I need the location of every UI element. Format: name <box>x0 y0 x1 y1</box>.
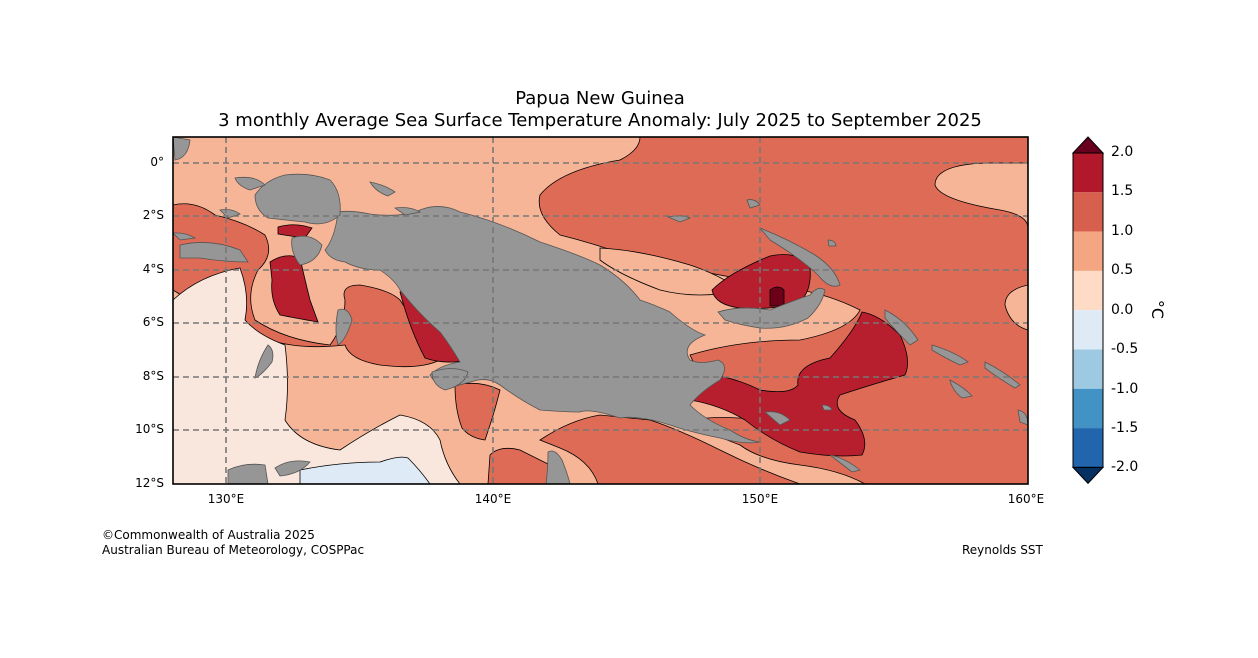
land-vogelkop <box>254 173 341 225</box>
land-misool <box>219 209 241 219</box>
colorbar-segment <box>1073 270 1103 311</box>
land-louisiade-2 <box>829 454 861 473</box>
colorbar-unit: °C <box>1148 299 1168 320</box>
lat-label-4s: 4°S <box>142 262 164 276</box>
anomaly-region-1.5-2.0-west <box>269 255 319 323</box>
land-halmahera <box>173 137 191 161</box>
lat-label-0: 0° <box>150 155 164 169</box>
land-solomons-2 <box>984 361 1021 389</box>
colorbar-label-1.0: 1.0 <box>1111 223 1134 239</box>
copyright-text: ©Commonwealth of Australia 2025 <box>102 528 315 542</box>
colorbar-segment <box>1073 428 1103 468</box>
lon-label-140e: 140°E <box>474 492 512 506</box>
land-masses <box>173 137 1028 484</box>
land-new-ireland <box>759 227 841 287</box>
land-bougainville <box>884 309 919 346</box>
land-solomons-1 <box>931 344 969 366</box>
anomaly-region-1.0-1.5-coral-south <box>539 414 801 484</box>
land-kai <box>254 344 274 379</box>
colorbar-label-neg1.0: -1.0 <box>1111 381 1139 397</box>
data-source-text: Reynolds SST <box>962 543 1043 557</box>
anomaly-region-neg-0.5-0.0 <box>299 456 431 484</box>
land-obi <box>173 232 197 241</box>
land-australia-mid <box>274 460 311 477</box>
lat-label-8s: 8°S <box>142 369 164 383</box>
plot-frame <box>172 136 1029 485</box>
lon-label-160e: 160°E <box>1007 492 1045 506</box>
lat-label-6s: 6°S <box>142 315 164 329</box>
colorbar-segment <box>1073 231 1103 271</box>
colorbar-label-neg1.5: -1.5 <box>1111 420 1139 436</box>
land-bomberai <box>291 235 323 266</box>
anomaly-region-1.0-1.5-south <box>454 382 501 441</box>
colorbar-segment <box>1073 153 1103 193</box>
lat-label-10s: 10°S <box>135 422 164 436</box>
lon-label-150e: 150°E <box>741 492 779 506</box>
colorbar-label-neg2.0: -2.0 <box>1111 459 1139 475</box>
land-waigeo <box>234 176 266 191</box>
colorbar-label-2.0: 2.0 <box>1111 144 1134 160</box>
colorbar-segment <box>1073 192 1103 232</box>
land-biak <box>369 181 396 197</box>
colorbar-frame <box>1072 152 1104 468</box>
colorbar <box>1071 136 1105 485</box>
colorbar-label-0.0: 0.0 <box>1111 302 1134 318</box>
land-wuvulu <box>746 199 761 209</box>
lon-label-130e: 130°E <box>207 492 245 506</box>
land-australia-west <box>227 463 269 484</box>
anomaly-region-2.0-plus-new-britain <box>769 286 785 307</box>
land-frederik-hendrik <box>431 368 469 391</box>
land-seram <box>179 242 249 263</box>
map-title: Papua New Guinea <box>515 88 685 109</box>
land-solomons-3 <box>949 379 973 399</box>
colorbar-label-0.5: 0.5 <box>1111 262 1134 278</box>
anomaly-region-1.5-2.0-new-britain <box>711 254 811 309</box>
land-solomons-4 <box>1017 409 1028 426</box>
gridlines <box>173 137 1028 484</box>
lat-label-12s: 12°S <box>135 476 164 490</box>
colorbar-segment <box>1073 349 1103 389</box>
colorbar-label-1.5: 1.5 <box>1111 183 1134 199</box>
map-subtitle: 3 monthly Average Sea Surface Temperatur… <box>218 110 982 131</box>
colorbar-over-triangle <box>1071 136 1105 154</box>
agency-text: Australian Bureau of Meteorology, COSPPa… <box>102 543 365 557</box>
lat-label-2s: 2°S <box>142 208 164 222</box>
colorbar-under-triangle <box>1071 466 1105 485</box>
land-new-guinea <box>324 206 761 444</box>
land-aru <box>335 308 353 346</box>
colorbar-label-neg0.5: -0.5 <box>1111 341 1139 357</box>
colorbar-segment <box>1073 388 1103 429</box>
colorbar-segment <box>1073 310 1103 350</box>
land-manus <box>666 215 692 223</box>
land-cape-york <box>545 450 571 484</box>
land-yapen <box>393 207 422 216</box>
land-mussau <box>827 239 837 247</box>
land-trobriand <box>821 404 833 411</box>
anomaly-region-1.5-2.0-solomon <box>599 311 908 457</box>
land-louisiade-1 <box>764 411 791 426</box>
